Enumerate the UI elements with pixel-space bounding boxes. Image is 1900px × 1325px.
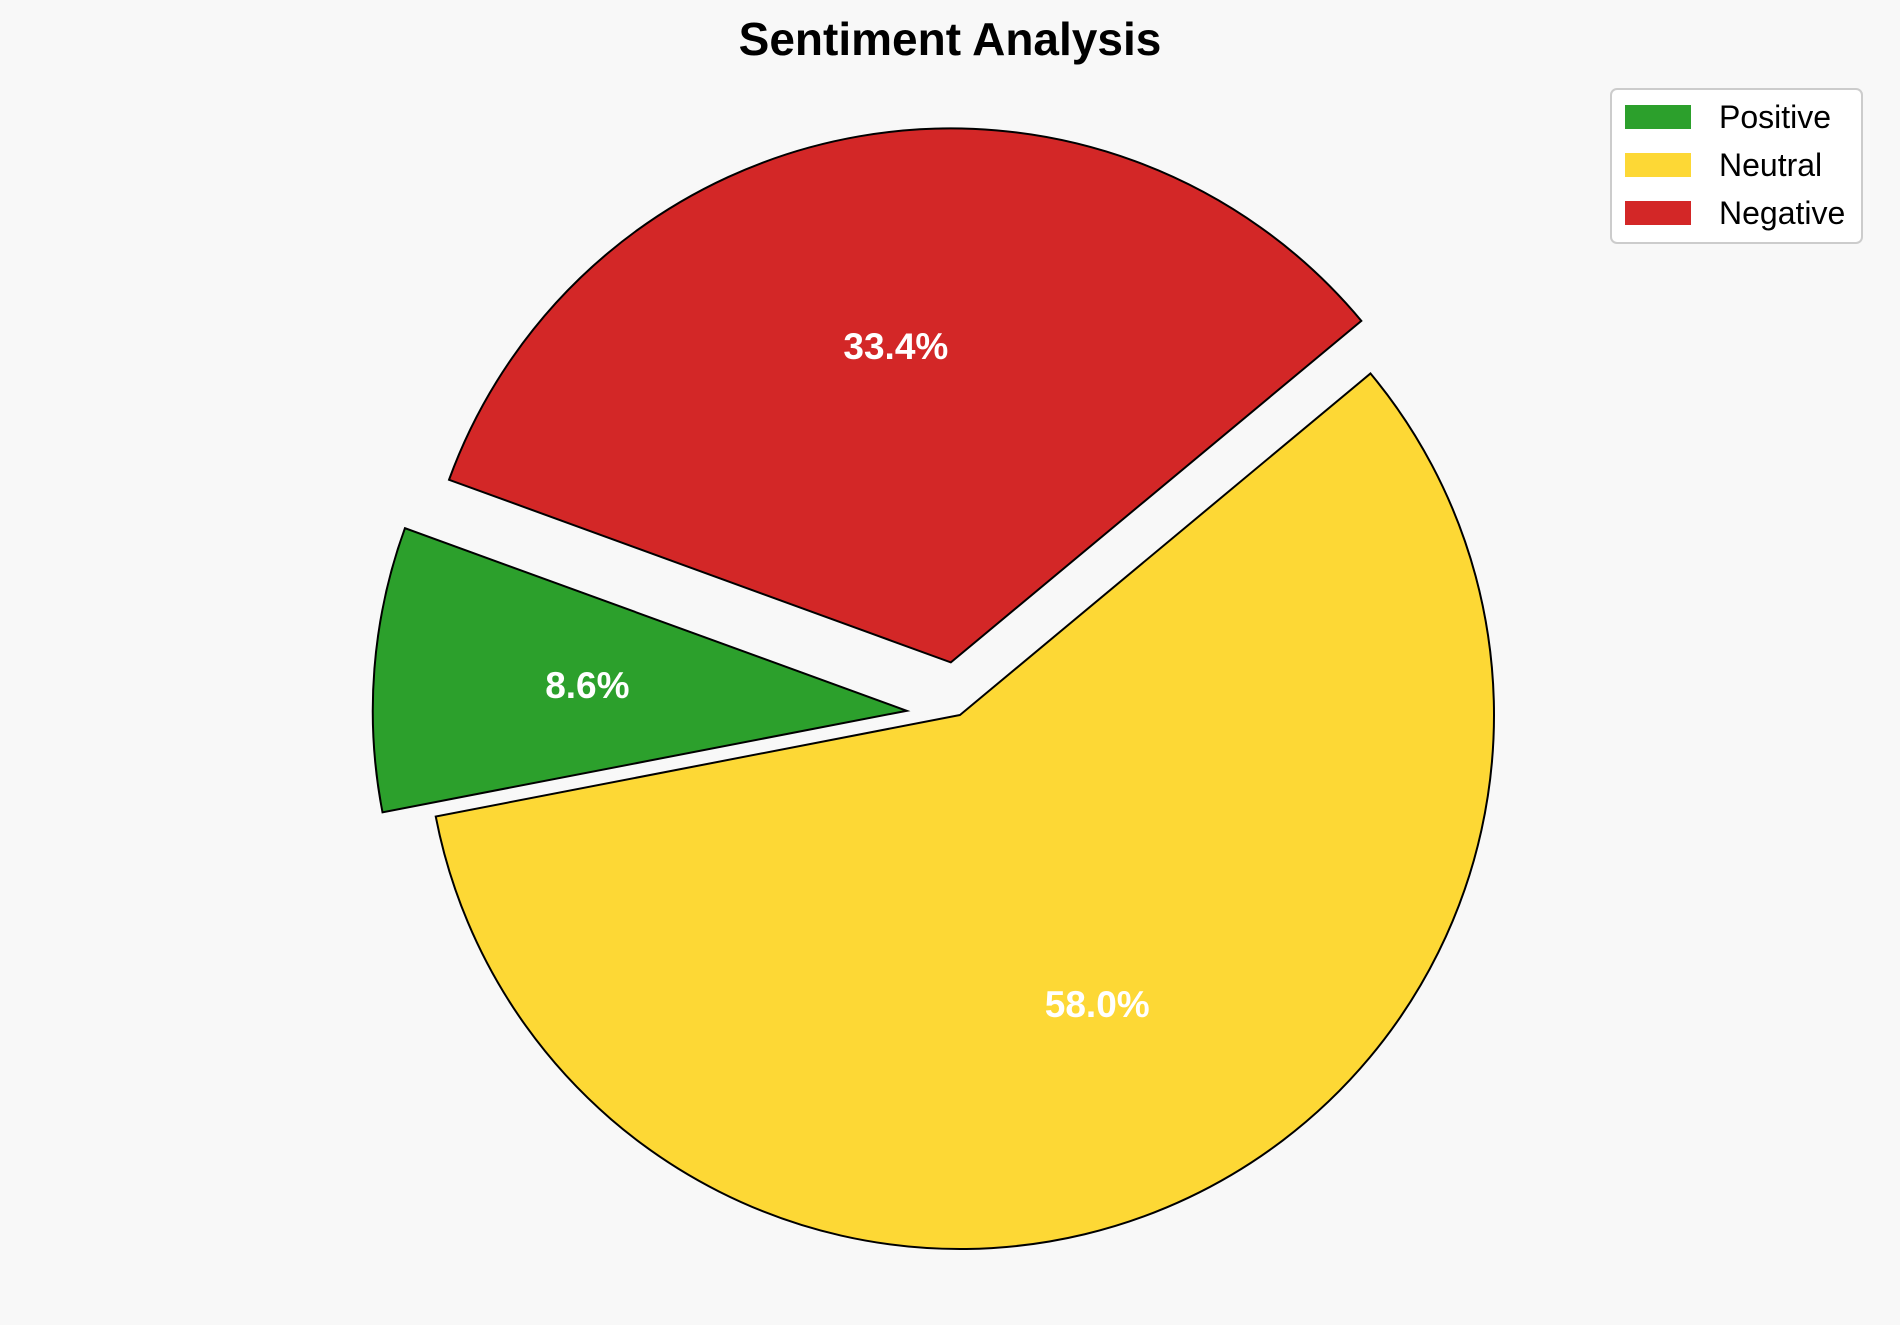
- slice-label-positive: 8.6%: [545, 665, 629, 706]
- pie-slice-labels: 8.6% 58.0% 33.4%: [545, 326, 1149, 1025]
- legend-swatch-positive: [1625, 105, 1691, 129]
- legend: Positive Neutral Negative: [1610, 88, 1863, 244]
- legend-label-negative: Negative: [1719, 195, 1845, 231]
- legend-label-positive: Positive: [1719, 99, 1831, 135]
- legend-swatch-neutral: [1625, 153, 1691, 177]
- legend-label-neutral: Neutral: [1719, 147, 1822, 183]
- pie-slice-negative: [447, 127, 1363, 664]
- slice-label-neutral: 58.0%: [1045, 984, 1150, 1025]
- pie-slices: [371, 127, 1495, 1250]
- legend-swatch-negative: [1625, 201, 1691, 225]
- chart-title: Sentiment Analysis: [739, 13, 1162, 65]
- pie-slice-positive: [371, 526, 911, 814]
- pie-slice-neutral: [434, 372, 1495, 1250]
- slice-label-negative: 33.4%: [843, 326, 948, 367]
